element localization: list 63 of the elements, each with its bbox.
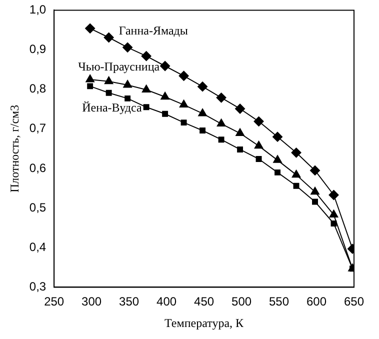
point — [293, 182, 300, 189]
point — [104, 32, 114, 43]
point — [273, 155, 282, 163]
series-label: Ганна-Ямады — [118, 24, 188, 38]
point — [256, 156, 262, 162]
x-tick-label: 650 — [344, 294, 364, 309]
point — [162, 110, 168, 117]
point — [291, 148, 302, 158]
x-tick-label: 450 — [194, 294, 214, 309]
y-tick-label: 0,6 — [29, 160, 46, 175]
y-tick-label: 0,9 — [29, 42, 46, 56]
point — [123, 80, 132, 88]
point — [143, 104, 150, 110]
point — [236, 128, 244, 136]
y-tick-label: 0,8 — [29, 82, 46, 96]
x-tick-label: 550 — [269, 294, 290, 309]
point — [254, 116, 264, 126]
y-tick-label: 1,0 — [29, 2, 46, 17]
point — [198, 108, 207, 116]
x-tick-label: 250 — [44, 294, 64, 309]
y-tick-label: 0,5 — [29, 200, 46, 214]
y-tick-label: 0,4 — [29, 240, 46, 254]
point — [216, 92, 226, 103]
point — [104, 76, 114, 84]
point — [254, 140, 264, 149]
x-tick-label: 600 — [306, 294, 327, 309]
point — [274, 169, 280, 176]
point — [272, 132, 283, 142]
point — [87, 83, 94, 90]
x-tick-label: 300 — [82, 294, 102, 309]
point — [160, 60, 170, 71]
point — [178, 70, 189, 81]
point — [85, 23, 96, 34]
point — [292, 170, 301, 178]
series-label: Йена-Вудса — [82, 100, 142, 114]
point — [198, 82, 208, 92]
y-axis-title: Плотность, г/см3 — [7, 104, 22, 193]
point — [310, 165, 320, 176]
point — [160, 92, 170, 100]
x-tick-label: 500 — [232, 294, 252, 309]
point — [218, 136, 224, 143]
point — [329, 210, 338, 218]
point — [312, 198, 318, 205]
point — [180, 120, 187, 126]
point — [200, 128, 206, 134]
point — [86, 74, 94, 82]
point — [237, 146, 244, 152]
y-tick-label: 0,3 — [29, 280, 46, 294]
point — [122, 42, 133, 52]
x-tick-label: 350 — [119, 294, 140, 309]
point — [310, 186, 320, 195]
x-tick-label: 400 — [156, 294, 177, 309]
y-tick-label: 0,7 — [29, 121, 46, 136]
point — [216, 118, 226, 127]
point — [142, 84, 151, 92]
point — [141, 51, 152, 62]
point — [106, 90, 112, 96]
x-axis-title: Температура, К — [164, 316, 245, 330]
point — [235, 104, 246, 114]
point — [124, 95, 131, 102]
point — [179, 100, 188, 108]
series-label: Чью-Праусница — [78, 60, 160, 74]
point — [328, 190, 339, 200]
